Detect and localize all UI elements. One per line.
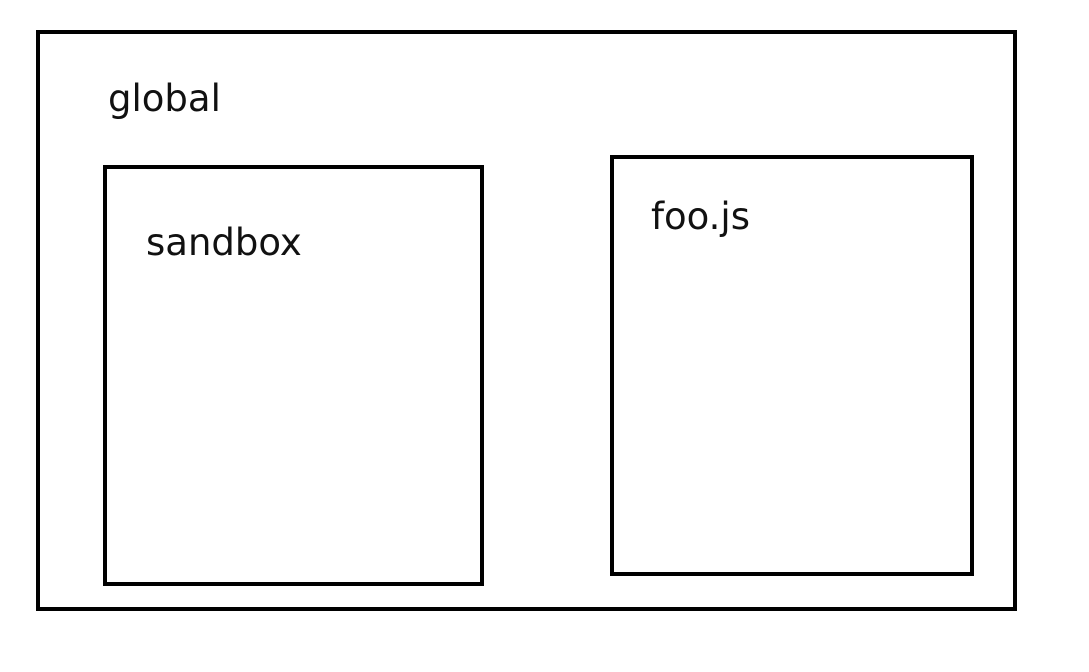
global-label: global	[108, 77, 221, 120]
foo-js-label: foo.js	[651, 195, 750, 238]
foo-js-box	[610, 155, 974, 576]
sandbox-label: sandbox	[146, 221, 302, 264]
sandbox-box	[103, 165, 484, 586]
